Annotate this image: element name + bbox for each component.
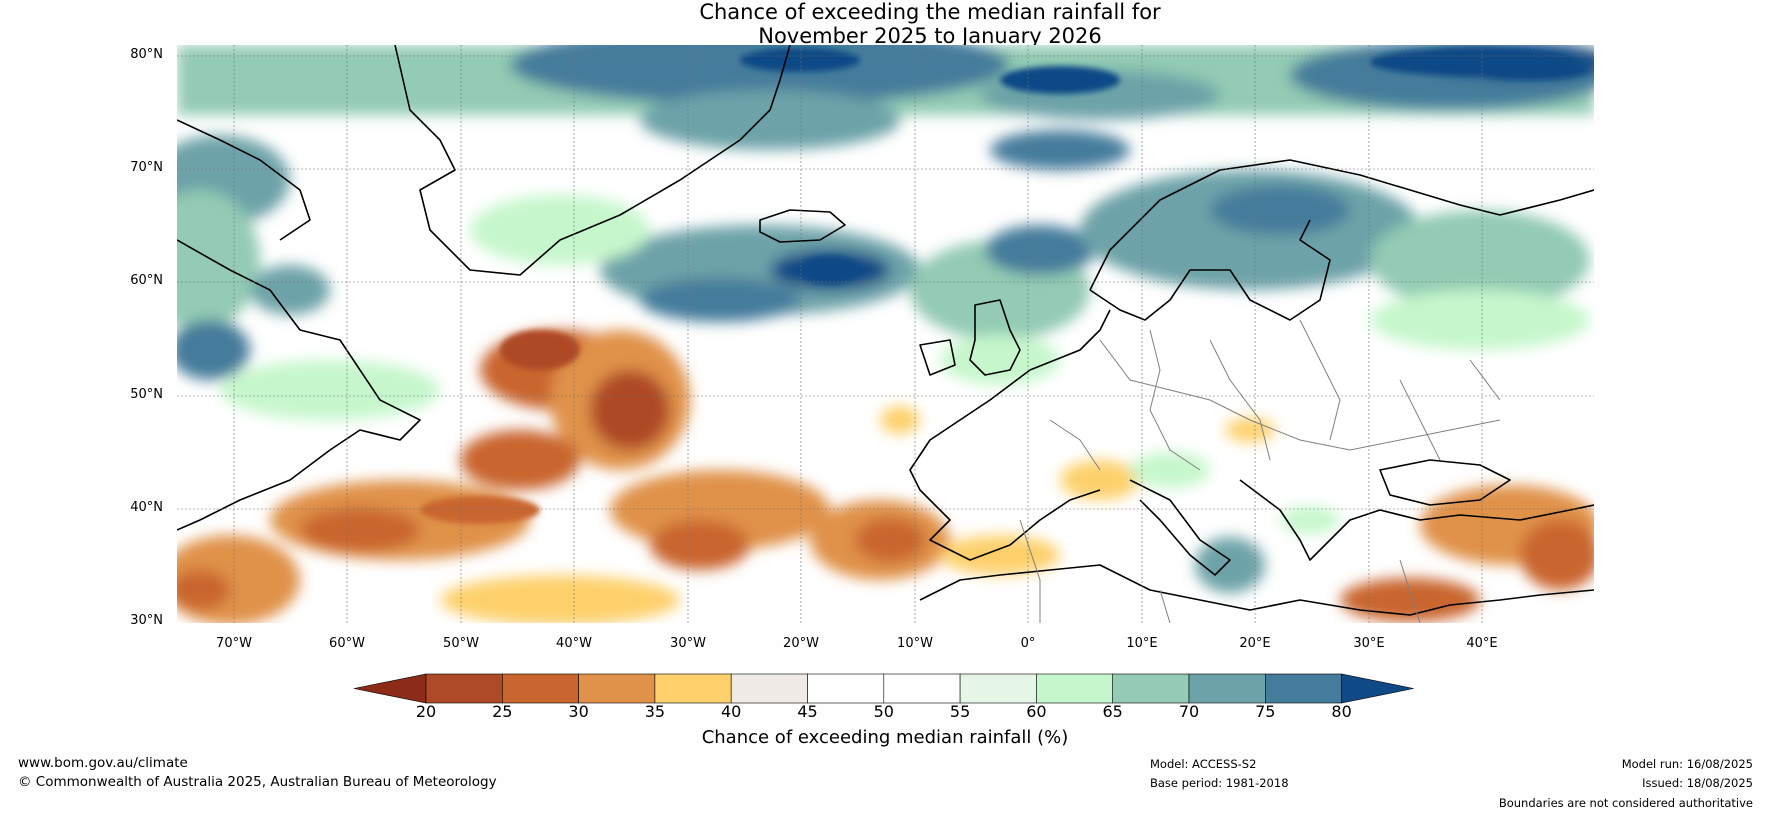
map-title: Chance of exceeding the median rainfall … [0,0,1770,48]
lon-label-20e: 20°E [1239,636,1271,651]
lat-label-40n: 40°N [130,500,163,515]
title-line-1: Chance of exceeding the median rainfall … [699,0,1161,24]
colorbar-segment [1036,673,1114,704]
colorbar-tick-label: 20 [415,702,437,721]
colorbar-segment [1188,673,1266,704]
colorbar-segment [1265,673,1342,704]
lon-label-70w: 70°W [216,636,252,651]
base-period-text: Base period: 1981-2018 [1150,776,1289,790]
colorbar-extend-high [1341,673,1414,704]
model-run-text: Model run: 16/08/2025 [1621,757,1753,771]
colorbar-segment [730,673,808,704]
colorbar-tick-label: 35 [644,702,666,721]
lon-label-10e: 10°E [1126,636,1158,651]
lon-label-60w: 60°W [329,636,365,651]
colorbar-tick-label: 80 [1331,702,1352,721]
lon-label-40w: 40°W [556,636,592,651]
lat-label-30n: 30°N [130,613,163,628]
colorbar-segment [578,673,656,704]
lat-label-80n: 80°N [130,47,163,62]
colorbar-tick-label: 25 [492,702,513,721]
model-text: Model: ACCESS-S2 [1150,757,1257,771]
country-borders [1019,319,1501,623]
colorbar-tick-label: 40 [721,702,742,721]
lon-label-40e: 40°E [1466,636,1498,651]
title-line-2: November 2025 to January 2026 [758,24,1102,48]
colorbar-tick-label: 70 [1178,702,1200,721]
colorbar-segment [959,673,1037,704]
graticule [177,45,1594,623]
website-link[interactable]: www.bom.gov.au/climate [18,755,188,771]
colorbar-title: Chance of exceeding median rainfall (%) [701,727,1069,748]
lon-label-30e: 30°E [1353,636,1385,651]
probability-field [177,45,1594,623]
colorbar [353,673,1414,704]
coastlines [177,45,1594,616]
colorbar-segment [501,673,579,704]
colorbar-extend-low [353,673,427,704]
lat-label-50n: 50°N [130,387,163,402]
colorbar-tick-label: 60 [1026,702,1047,721]
colorbar-segment [654,673,732,704]
colorbar-tick-label: 75 [1255,702,1276,721]
colorbar-tick-label: 55 [949,702,971,721]
colorbar-tick-label: 50 [873,702,894,721]
lon-label-20w: 20°W [783,636,819,651]
issued-text: Issued: 18/08/2025 [1642,776,1753,790]
lon-label-30w: 30°W [670,636,706,651]
lon-label-10w: 10°W [897,636,933,651]
colorbar-segment [883,673,961,704]
lat-label-60n: 60°N [130,273,163,288]
lon-label-50w: 50°W [443,636,479,651]
lon-label-0: 0° [1020,636,1036,651]
colorbar-segment [1112,673,1190,704]
colorbar-tick-label: 30 [568,702,589,721]
copyright-text: © Commonwealth of Australia 2025, Austra… [18,774,497,790]
rainfall-map [177,45,1594,623]
colorbar-tick-label: 45 [797,702,818,721]
colorbar-tick-label: 65 [1102,702,1123,721]
lat-label-70n: 70°N [130,160,163,175]
colorbar-segment [807,673,885,704]
colorbar-segment [425,673,503,704]
disclaimer-text: Boundaries are not considered authoritat… [1498,796,1753,810]
